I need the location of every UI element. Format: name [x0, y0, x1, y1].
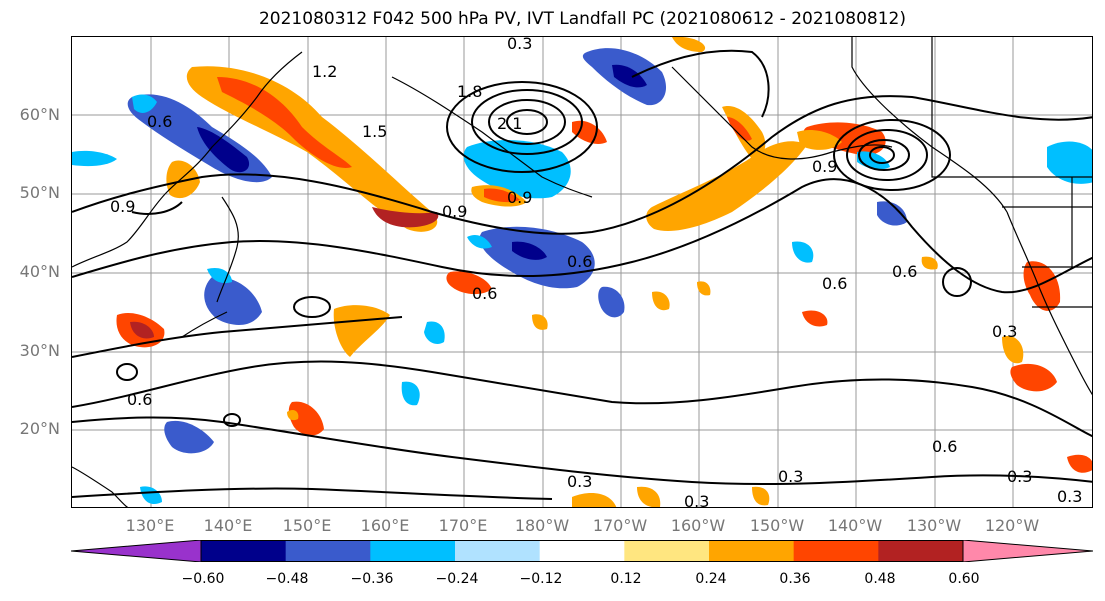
lat-label-20: 20°N: [19, 419, 60, 438]
colorbar-tick: 0.24: [695, 571, 727, 587]
ivt-contours: [72, 49, 1092, 500]
pv-shading: [72, 37, 1092, 507]
lon-label-170e: 170°E: [438, 516, 488, 535]
lon-label-140w: 140°W: [827, 516, 883, 535]
contour-label: 0.6: [822, 274, 847, 293]
contour-label: 0.6: [472, 284, 497, 303]
colorbar-tick: 0.36: [779, 571, 811, 587]
map-title: 2021080312 F042 500 hPa PV, IVT Landfall…: [258, 9, 906, 29]
contour-label: 0.9: [812, 157, 837, 176]
lat-label-40: 40°N: [19, 262, 60, 281]
contour-label: 0.3: [1057, 487, 1082, 506]
lon-label-130e: 130°E: [125, 516, 175, 535]
contour-label: 0.3: [507, 37, 532, 53]
contour-label: 1.5: [362, 122, 387, 141]
contour-label: 1.2: [312, 62, 337, 81]
lon-label-170w: 170°W: [592, 516, 648, 535]
lon-label-160e: 160°E: [360, 516, 410, 535]
contour-label: 0.3: [778, 467, 803, 486]
colorbar-border: [200, 540, 964, 562]
colorbar: [71, 540, 1093, 562]
contour-label: 0.3: [567, 472, 592, 491]
colorbar-segment: [455, 540, 541, 562]
lat-label-60: 60°N: [19, 105, 60, 124]
lon-label-150w: 150°W: [749, 516, 805, 535]
contour-label: 0.3: [1007, 467, 1032, 486]
contour-label: 0.6: [892, 262, 917, 281]
lon-label-180w: 180°W: [514, 516, 570, 535]
contour-label-group: 0.3 1.2 1.5 1.8 2.1 0.9 0.6 0.9 0.6 0.6 …: [110, 37, 1082, 508]
contour-label: 0.6: [127, 390, 152, 409]
lon-label-160w: 160°W: [670, 516, 726, 535]
colorbar-segment: [370, 540, 456, 562]
coastlines: [72, 37, 1092, 507]
colorbar-tick: −0.24: [435, 571, 479, 587]
colorbar-tick: −0.48: [265, 571, 309, 587]
colorbar-tick: 0.48: [864, 571, 896, 587]
colorbar-extend-high: [962, 540, 1093, 562]
contour-label: 0.9: [507, 188, 532, 207]
lon-label-140e: 140°E: [203, 516, 253, 535]
lon-label-120w: 120°W: [984, 516, 1040, 535]
colorbar-tick: −0.36: [350, 571, 394, 587]
lon-label-150e: 150°E: [282, 516, 332, 535]
map-canvas: 0.3 1.2 1.5 1.8 2.1 0.9 0.6 0.9 0.6 0.6 …: [72, 37, 1092, 508]
colorbar-extend-low: [71, 540, 202, 562]
contour-label: 1.8: [457, 82, 482, 101]
map-panel: 0.3 1.2 1.5 1.8 2.1 0.9 0.6 0.9 0.6 0.6 …: [71, 36, 1093, 508]
colorbar-segment: [201, 540, 287, 562]
contour-label: 0.9: [442, 202, 467, 221]
colorbar-segment: [285, 540, 371, 562]
colorbar-segment: [709, 540, 795, 562]
colorbar-tick: 0.12: [610, 571, 642, 587]
colorbar-segment: [624, 540, 710, 562]
colorbar-tick: −0.60: [181, 571, 225, 587]
colorbar-segment: [878, 540, 964, 562]
lat-label-50: 50°N: [19, 183, 60, 202]
colorbar-segment: [539, 540, 625, 562]
contour-label: 0.6: [567, 252, 592, 271]
colorbar-segment: [793, 540, 879, 562]
colorbar-segments: [71, 540, 1093, 562]
contour-label: 0.6: [147, 112, 172, 131]
contour-label: 0.3: [992, 322, 1017, 341]
contour-label: 0.3: [684, 492, 709, 508]
colorbar-tick: 0.60: [948, 571, 980, 587]
lat-label-30: 30°N: [19, 341, 60, 360]
contour-label: 0.9: [110, 197, 135, 216]
contour-label: 2.1: [497, 114, 522, 133]
colorbar-tick: −0.12: [519, 571, 563, 587]
contour-label: 0.6: [932, 437, 957, 456]
lon-label-130w: 130°W: [906, 516, 962, 535]
